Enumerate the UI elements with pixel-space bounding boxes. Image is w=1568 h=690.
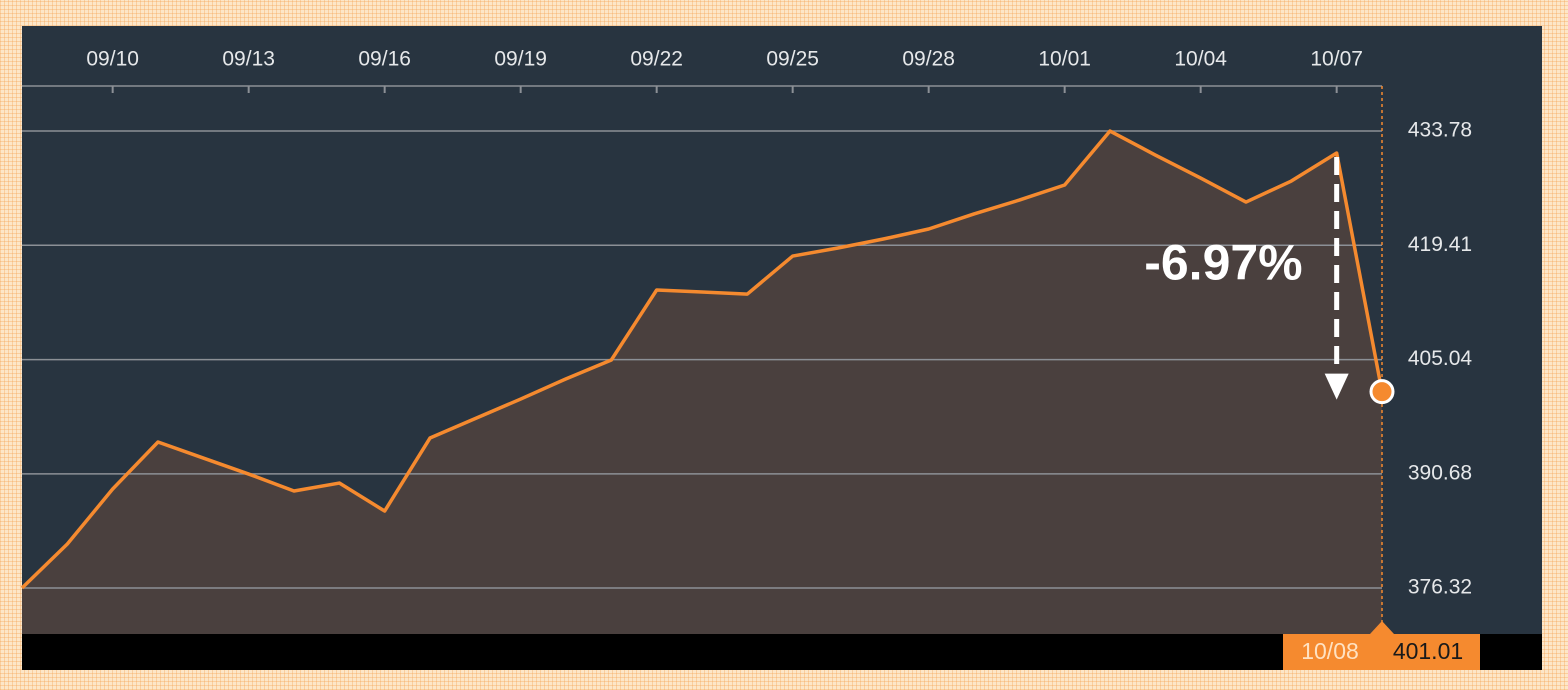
x-tick-label: 09/13 xyxy=(222,48,275,71)
footer-pointer xyxy=(1370,621,1394,634)
x-tick-label: 10/04 xyxy=(1174,48,1227,71)
x-tick-label: 09/25 xyxy=(766,48,819,71)
change-annotation: -6.97% xyxy=(1144,235,1302,291)
last-point xyxy=(1369,379,1395,405)
x-tick-label: 09/22 xyxy=(630,48,683,71)
footer-value: 401.01 xyxy=(1393,638,1463,664)
x-tick-label: 09/16 xyxy=(358,48,411,71)
x-tick-label: 09/10 xyxy=(86,48,139,71)
change-arrowhead xyxy=(1324,373,1349,400)
x-tick-label: 10/07 xyxy=(1310,48,1363,71)
y-tick-label: 419.41 xyxy=(1408,233,1472,256)
x-tick-label: 09/19 xyxy=(494,48,547,71)
y-tick-label: 405.04 xyxy=(1408,347,1473,370)
price-line xyxy=(20,129,1384,590)
y-tick-label: 433.78 xyxy=(1408,119,1472,142)
x-tick-label: 10/01 xyxy=(1038,48,1091,71)
y-tick-label: 376.32 xyxy=(1408,576,1472,599)
footer-date: 10/08 xyxy=(1301,638,1359,664)
area-fill xyxy=(22,131,1382,634)
y-tick-label: 390.68 xyxy=(1408,461,1472,484)
footer-box xyxy=(1283,634,1480,670)
x-tick-label: 09/28 xyxy=(902,48,955,71)
